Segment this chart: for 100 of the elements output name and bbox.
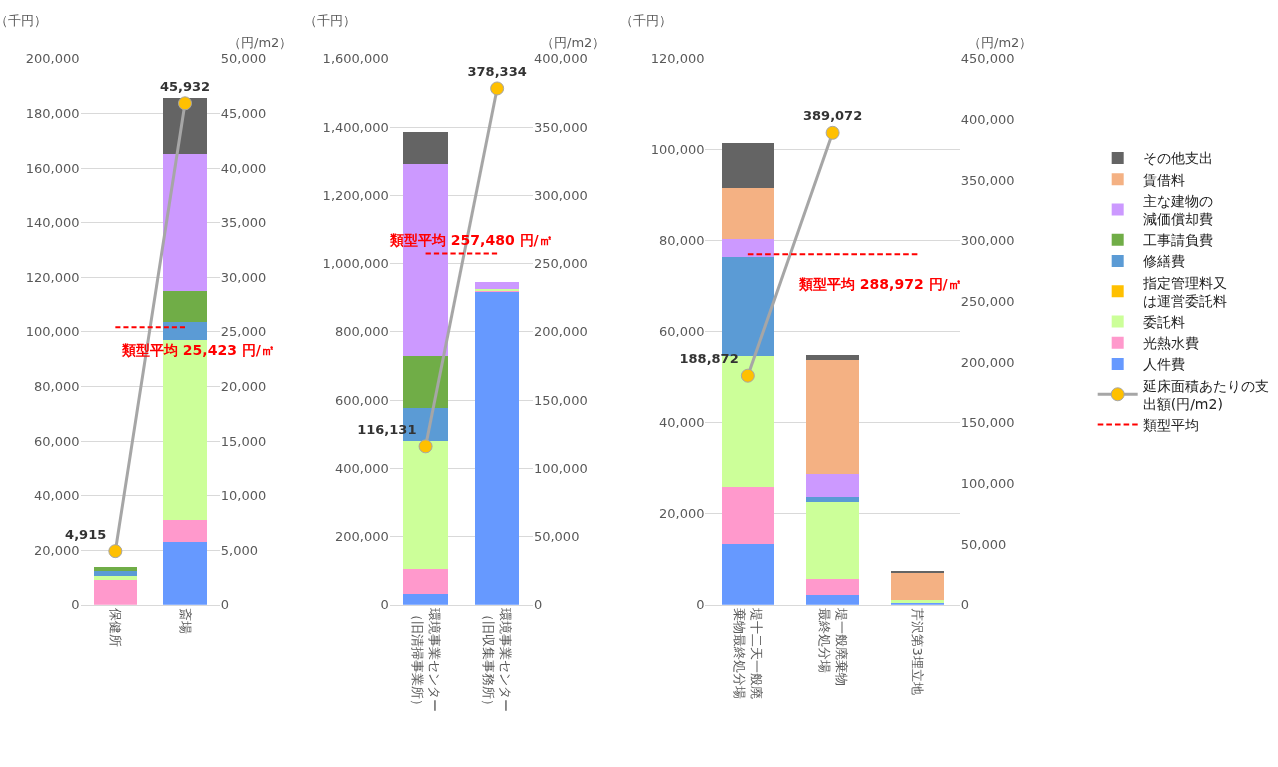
bar [163,290,207,323]
y2-tick-label: 400,000 [533,51,588,67]
y-tick-label: 200,000 [25,51,80,67]
bar [93,576,137,581]
y-tick-label: 20,000 [34,542,80,558]
data-label: 188,872 [679,351,739,367]
y-tick-label: 1,000,000 [322,256,389,272]
bar [891,570,944,573]
bar [403,132,448,164]
y-tick-label: 100,000 [25,324,80,340]
y2-tick-label: 150,000 [533,392,588,408]
y2-tick-label: 0 [960,597,970,613]
bar [806,579,859,595]
y2-tick-label: 450,000 [960,51,1015,67]
y-tick-label: 60,000 [658,324,705,340]
bar [163,322,207,340]
bar [474,290,520,605]
bar [93,580,137,605]
y-tick-label: 1,200,000 [322,187,389,203]
x-tick-label: 堤十二天一般廃棄物最終処分場 [732,607,765,700]
bar [721,188,775,240]
y-tick-label: 80,000 [658,233,705,249]
x-tick-label: 保健所 [108,608,124,648]
x-tick-label: 環境事業センター（旧収集事務所） [481,608,514,713]
bar [163,153,207,291]
y2-tick-label: 5,000 [220,542,259,558]
y-tick-label: 20,000 [658,506,705,522]
bar [474,281,520,289]
bar [93,571,137,577]
y2-tick-label: 100,000 [533,460,588,476]
y2-tick-label: 50,000 [220,51,267,67]
y2-tick-label: 20,000 [220,379,267,395]
y2-tick-label: 50,000 [533,529,580,545]
y2-tick-label: 30,000 [220,269,267,285]
y2-tick-label: 45,000 [220,106,267,122]
y2-tick-label: 25,000 [220,324,267,340]
y-tick-label: 120,000 [25,269,80,285]
bar [163,541,207,605]
y2-tick-label: 150,000 [960,415,1015,431]
y-tick-label: 140,000 [25,215,80,231]
legend-label: 類型平均 [1142,417,1199,434]
bar [403,569,448,595]
x-tick-label: 斎場 [177,608,193,635]
y-tick-label: 100,000 [650,142,705,158]
y-tick-label: 120,000 [650,51,705,67]
legend-label: その他支出 [1142,150,1213,167]
y2-tick-label: 300,000 [533,187,588,203]
y-tick-label: 40,000 [658,415,705,431]
legend-label: 光熱水費 [1142,335,1199,352]
y2-tick-label: 350,000 [960,172,1015,188]
annotation: 類型平均 257,480 円/㎡ [389,232,553,248]
bar [891,572,944,600]
bar [806,502,859,580]
y2-tick-label: 40,000 [220,160,267,176]
y2-tick-label: 0 [533,597,543,613]
data-label: 378,334 [467,64,527,80]
legend-label: 延床面積あたりの支出額(円/m2) [1141,377,1269,412]
bar [721,544,775,605]
legend-label: 指定管理料又は運営委託料 [1141,274,1227,309]
legend-label: 委託料 [1142,314,1185,331]
y2-tick-label: 200,000 [533,324,588,340]
y-tick-label: 1,400,000 [322,119,389,135]
y-tick-label: 800,000 [335,324,389,340]
y-tick-label: 0 [380,597,389,613]
data-label: 45,932 [159,78,211,94]
y-tick-label: 40,000 [34,488,80,504]
data-label: 389,072 [803,108,863,124]
y2-tick-label: 250,000 [960,294,1015,310]
bar [403,594,448,605]
y-tick-label: 1,600,000 [322,51,389,67]
y-tick-label: 180,000 [25,106,80,122]
y2-tick-label: 35,000 [220,215,267,231]
y2-tick-label: 15,000 [220,433,267,449]
legend-label: 工事請負費 [1142,232,1213,249]
bar [163,520,207,542]
x-tick-label: 環境事業センター（旧清掃事業所） [409,608,442,713]
annotation: 類型平均 288,972 円/㎡ [798,276,962,292]
bar [403,163,448,356]
bar [403,355,448,409]
legend-label: 人件費 [1142,356,1185,373]
bar [721,487,775,545]
y-tick-label: 80,000 [34,379,80,395]
annotation: 類型平均 25,423 円/㎡ [121,342,275,358]
y2-tick-label: 350,000 [533,119,588,135]
y2-tick-label: 100,000 [960,476,1015,492]
y-tick-label: 60,000 [34,433,80,449]
y2-tick-label: 0 [220,597,230,613]
data-label: 4,915 [65,526,107,542]
y-tick-label: 400,000 [335,460,389,476]
y2-axis-title: （円/m2） [541,35,606,50]
y2-tick-label: 250,000 [533,256,588,272]
y-tick-label: 0 [71,597,80,613]
bar [806,594,859,605]
y2-tick-label: 50,000 [960,536,1007,552]
bar [721,239,775,258]
bar [806,473,859,497]
x-tick-label: 堤一般廃棄物最終処分場 [816,607,849,687]
bar [806,359,859,474]
x-tick-label: 芹沢第3埋立地 [910,608,926,695]
legend-label: 主な建物の減価償却費 [1142,192,1213,228]
